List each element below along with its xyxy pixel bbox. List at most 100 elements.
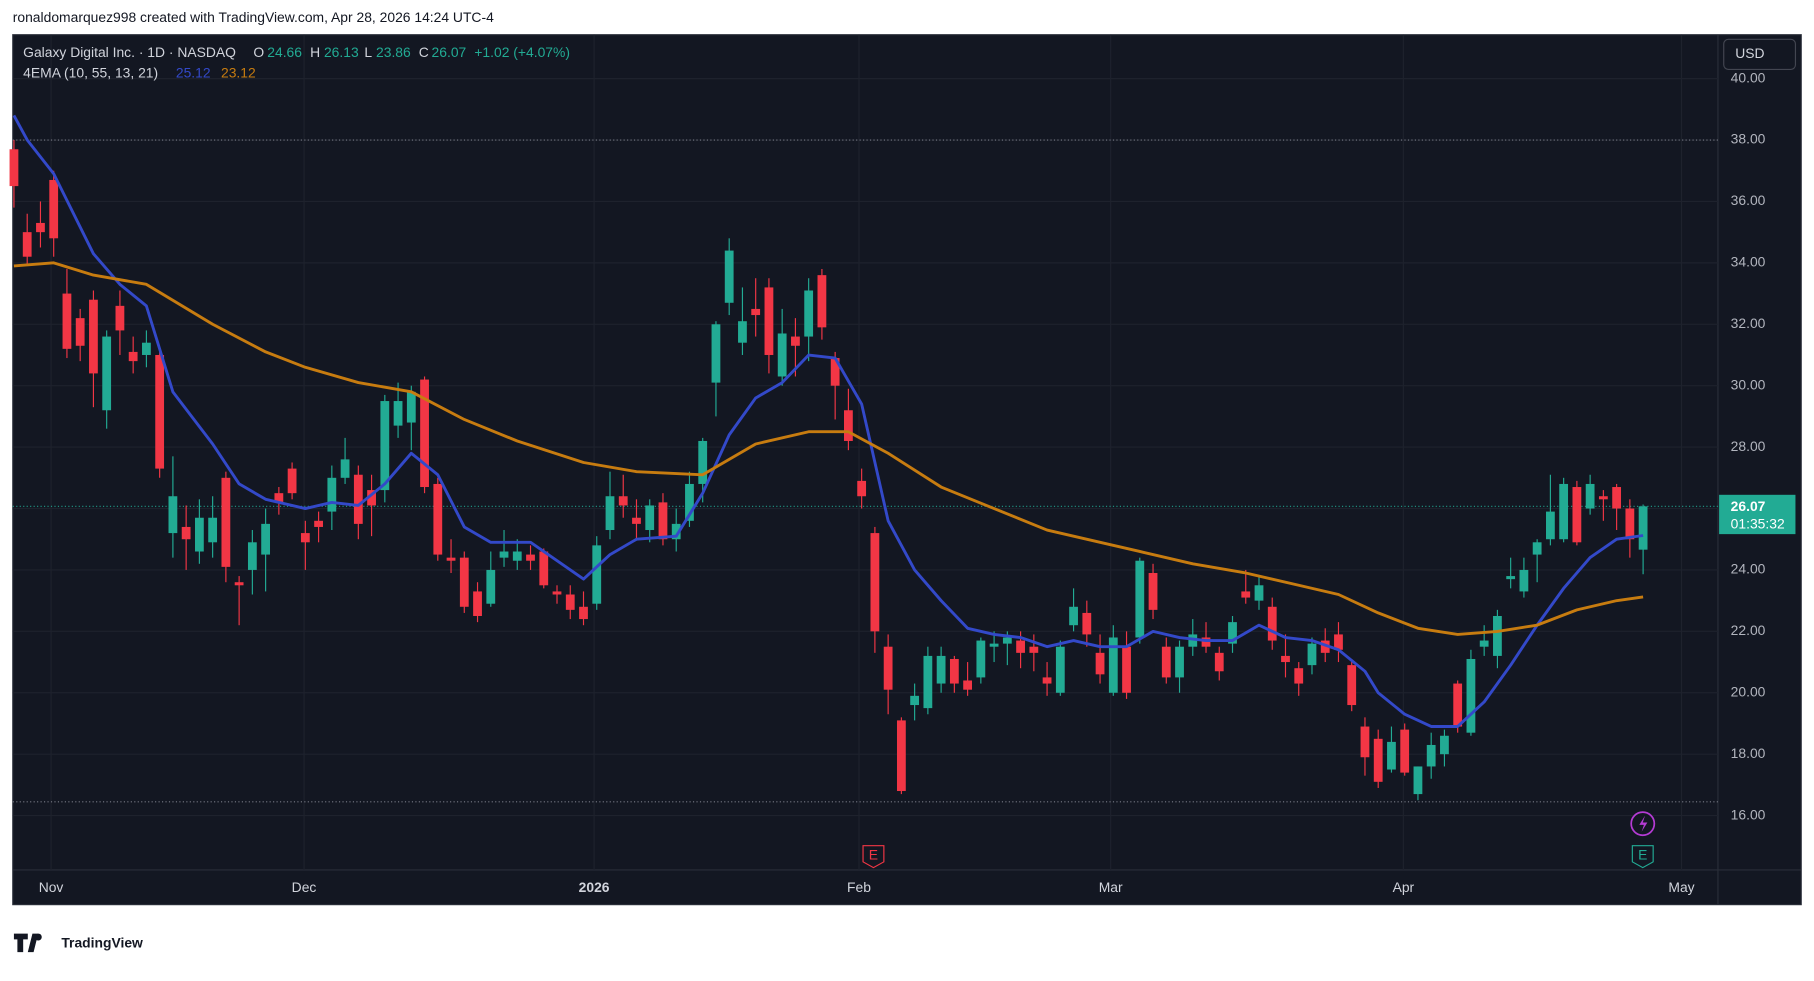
y-tick-label: 24.00 <box>1731 561 1766 577</box>
candle-body <box>1294 668 1304 684</box>
chart-panel <box>12 34 1802 906</box>
candle-body <box>353 474 363 524</box>
ema-line <box>12 114 1644 728</box>
candle-body <box>1598 496 1608 500</box>
price-tag-value: 26.07 <box>1731 498 1766 514</box>
candle-body <box>658 502 668 540</box>
ema-fast-value: 25.12 <box>176 65 211 81</box>
candle-body <box>247 542 257 570</box>
candle-body <box>1612 487 1622 509</box>
currency-button[interactable] <box>1723 38 1797 70</box>
candle-body <box>287 468 297 494</box>
earnings-shape[interactable] <box>1631 845 1654 869</box>
candle-body <box>539 551 549 586</box>
candle-body <box>221 477 231 567</box>
candle-body <box>1016 640 1025 653</box>
candle-body <box>857 480 867 497</box>
dividend-marker[interactable] <box>1630 811 1656 837</box>
y-tick-label: 38.00 <box>1731 131 1766 147</box>
y-tick-label: 32.00 <box>1731 315 1766 331</box>
candle-body <box>459 557 469 607</box>
candle-body <box>1108 637 1118 693</box>
candle-body <box>645 505 655 531</box>
candle-body <box>499 551 509 558</box>
brand: TradingView <box>13 933 143 953</box>
candle-body <box>1042 677 1052 684</box>
candle-body <box>446 557 456 561</box>
x-tick-label: 2026 <box>579 879 610 895</box>
candle-body <box>1453 683 1463 727</box>
candle-body <box>1148 573 1158 610</box>
candle-body <box>671 523 681 540</box>
indicator: 4EMA (10, 55, 13, 21) <box>23 65 158 81</box>
candle-body <box>1638 506 1648 550</box>
earnings-marker[interactable]: E <box>1631 845 1654 869</box>
candle-body <box>830 358 840 386</box>
open-label: O <box>253 44 264 60</box>
candle-body <box>194 517 204 552</box>
candle-body <box>565 594 575 610</box>
close-label: C <box>419 44 429 60</box>
y-tick-label: 40.00 <box>1731 69 1766 85</box>
candle-body <box>552 591 562 595</box>
earnings-label[interactable]: E <box>1638 847 1647 863</box>
low-label: L <box>364 44 372 60</box>
candle-body <box>1373 738 1383 782</box>
candle-body <box>804 290 814 337</box>
brand-name: TradingView <box>61 935 143 951</box>
brand-logo <box>13 933 42 953</box>
candle-body <box>1214 652 1224 672</box>
candle-body <box>605 496 615 531</box>
candle-body <box>910 695 920 706</box>
candle-body <box>1585 483 1595 509</box>
symbol: Galaxy Digital Inc. · 1D · NASDAQ <box>23 44 236 60</box>
candle-body <box>433 483 443 555</box>
candle-body <box>181 526 191 540</box>
candle-body <box>274 493 284 503</box>
candle-body <box>473 591 482 616</box>
currency[interactable]: USD <box>1735 45 1764 61</box>
candle-body <box>1307 643 1317 666</box>
candle-body <box>1135 560 1145 638</box>
candle-body <box>1201 637 1211 647</box>
candle-body <box>380 401 390 491</box>
candle-body <box>1002 637 1012 644</box>
candle-body <box>764 287 774 355</box>
earnings-shape[interactable] <box>862 845 885 869</box>
candle-body <box>923 655 933 709</box>
change: +1.02 (+4.07%) <box>474 44 570 60</box>
x-tick-label: Feb <box>847 879 871 895</box>
ema-slow-value: 23.12 <box>221 65 256 81</box>
ema-line <box>13 261 1644 636</box>
candle-body <box>36 222 45 233</box>
candle-body <box>115 305 125 331</box>
candle-body <box>1281 655 1290 663</box>
candle-body <box>1122 646 1131 693</box>
candle-body <box>1029 646 1039 653</box>
candle-body <box>102 336 112 411</box>
candle-body <box>1440 735 1449 755</box>
candle-body <box>208 517 218 543</box>
y-tick-label: 36.00 <box>1731 192 1766 208</box>
candle-body <box>89 299 98 374</box>
candle-body <box>75 318 85 346</box>
y-tick-label: 20.00 <box>1731 683 1766 699</box>
axes: 16.0018.0020.0022.0024.0026.0028.0030.00… <box>39 69 1796 895</box>
earnings-marker[interactable]: E <box>862 845 885 869</box>
candle-body <box>1360 726 1370 758</box>
earnings-label[interactable]: E <box>869 847 878 863</box>
candle-body <box>711 324 721 383</box>
open-value: 24.66 <box>267 44 302 60</box>
candle-body <box>142 342 151 355</box>
candle-body <box>685 483 694 521</box>
x-tick-label: Apr <box>1393 879 1415 895</box>
candle-body <box>817 275 827 328</box>
candle-body <box>1466 658 1476 733</box>
price-tag-countdown: 01:35:32 <box>1731 516 1785 532</box>
candle-body <box>9 149 19 187</box>
candle-body <box>261 523 271 555</box>
y-tick-label: 22.00 <box>1731 622 1766 638</box>
candle-body <box>751 308 761 316</box>
candle-body <box>420 379 429 488</box>
